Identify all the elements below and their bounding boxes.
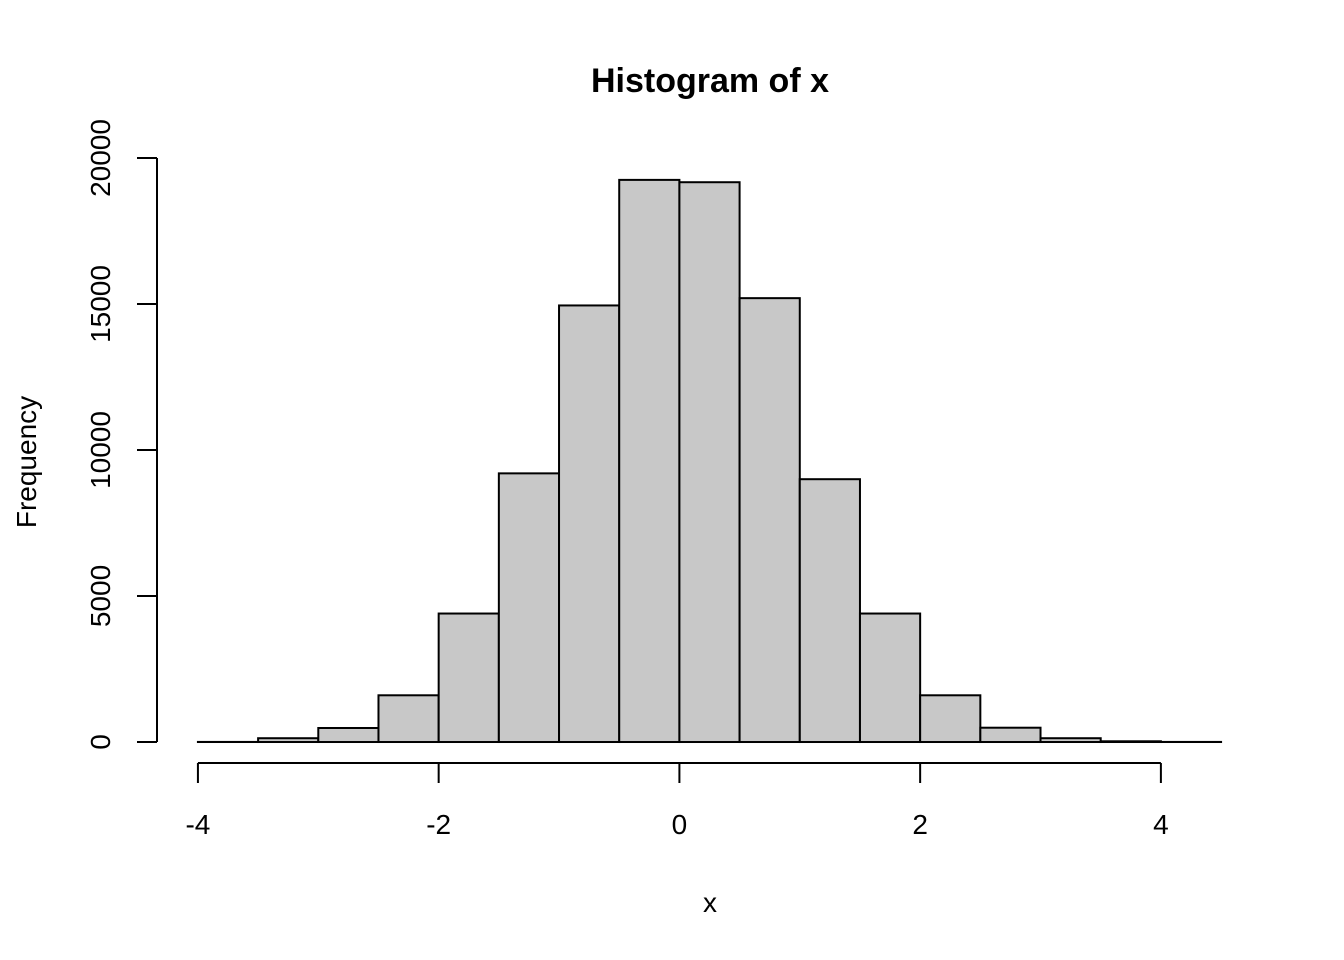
bar xyxy=(919,694,982,744)
bar xyxy=(437,612,500,744)
bar xyxy=(317,726,380,744)
bar xyxy=(497,472,561,744)
chart-title: Histogram of x xyxy=(591,62,829,100)
bar xyxy=(257,737,320,744)
x-tick-label: 2 xyxy=(912,809,928,840)
x-axis-label: x xyxy=(703,887,717,918)
y-tick-label: 5000 xyxy=(85,565,116,627)
bar xyxy=(678,181,741,744)
bar xyxy=(377,694,440,744)
y-axis-label: Frequency xyxy=(11,396,42,528)
bar xyxy=(618,178,681,744)
bar xyxy=(858,612,922,744)
y-tick-label: 20000 xyxy=(85,119,116,197)
x-tick-label: -2 xyxy=(426,809,451,840)
bar xyxy=(1039,737,1102,744)
y-tick-label: 15000 xyxy=(85,265,116,343)
bar xyxy=(558,304,621,744)
x-tick-label: 0 xyxy=(672,809,688,840)
bar xyxy=(738,297,801,744)
bar xyxy=(1099,740,1162,744)
y-tick-label: 10000 xyxy=(85,411,116,489)
y-tick-label: 0 xyxy=(85,734,116,750)
x-tick-label: 4 xyxy=(1153,809,1169,840)
bar xyxy=(798,478,861,744)
x-tick-label: -4 xyxy=(185,809,210,840)
bar xyxy=(979,726,1042,744)
